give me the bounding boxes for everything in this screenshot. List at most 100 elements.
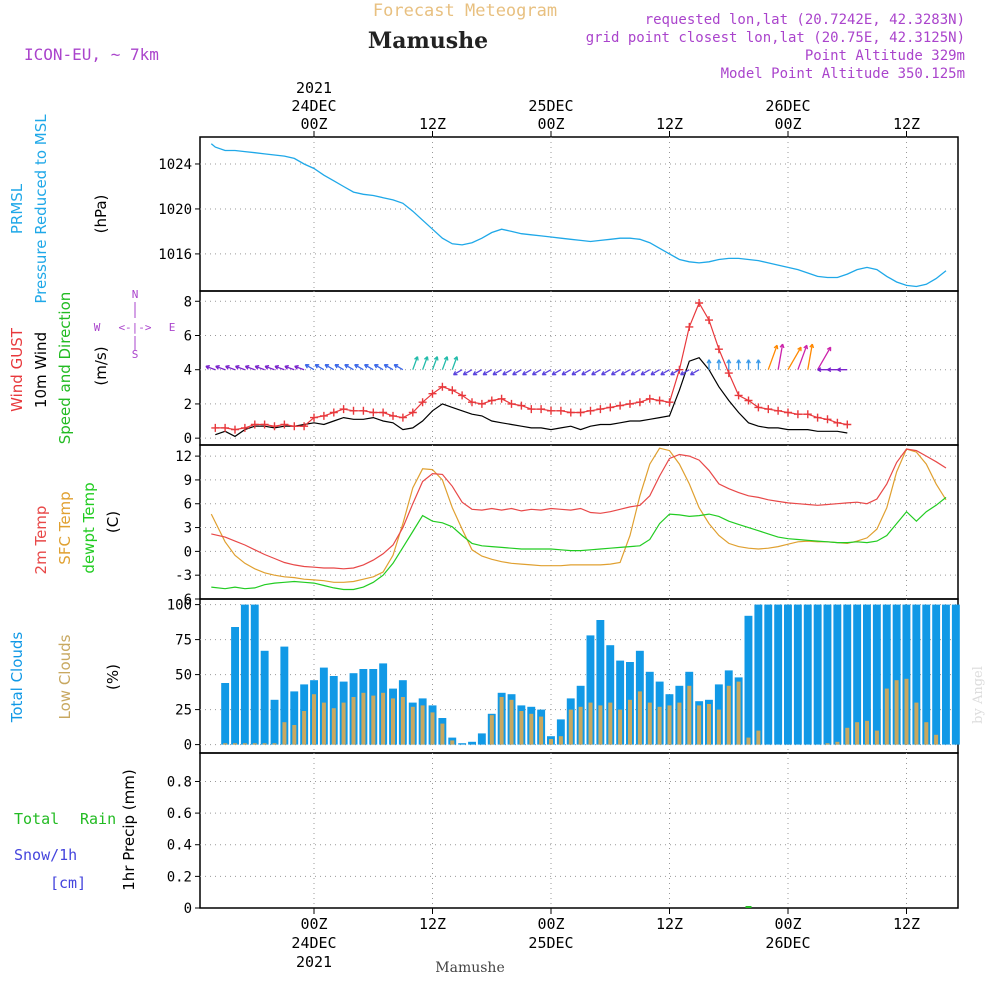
wind-arrow-head	[716, 359, 722, 364]
gust-cross-marker	[556, 406, 565, 415]
gust-cross-marker	[507, 399, 516, 408]
wind-arrow-head	[601, 370, 606, 376]
gust-cross-marker	[724, 369, 733, 378]
wind-direction-arrow	[274, 365, 285, 371]
bottom-time-label: 12Z	[419, 915, 446, 933]
total-cloud-bar	[784, 604, 792, 745]
temp-2m-line	[211, 448, 947, 570]
wind-direction-arrow	[767, 345, 778, 370]
gust-cross-marker	[260, 420, 269, 429]
gust-cross-marker	[379, 408, 388, 417]
snow-label: Snow/1h	[14, 846, 77, 864]
wind-arrow-head	[706, 359, 712, 364]
wind-arrow-head	[650, 370, 656, 376]
gust-cross-marker	[240, 423, 249, 432]
wind-arrow-head	[215, 365, 220, 370]
low-cloud-bar	[874, 730, 879, 745]
low-cloud-bar	[588, 702, 593, 745]
total-cloud-bar	[606, 645, 615, 745]
low-cloud-bar	[252, 743, 257, 745]
rain-label: Rain	[80, 810, 116, 828]
wind-arrow-head	[304, 364, 310, 369]
ytick-label: 2	[184, 397, 192, 413]
ytick-label: 75	[175, 633, 192, 649]
low-cloud-bar	[934, 734, 939, 745]
wind-direction-arrow	[225, 365, 236, 371]
wind-arrow-head	[726, 359, 732, 364]
wind-arrow-head	[746, 359, 751, 364]
pressure-label-2: Pressure Reduced to MSL	[32, 114, 50, 304]
low-cloud-bar	[677, 702, 682, 745]
gust-cross-marker	[655, 396, 664, 405]
wind-arrow-head	[364, 364, 369, 369]
wind-arrow-head	[591, 370, 596, 376]
low-cloud-bar	[272, 743, 277, 745]
low-cloud-bar	[282, 722, 287, 745]
grid-point: grid point closest lon,lat (20.75E, 42.3…	[586, 30, 965, 46]
wind-arrow-head	[393, 364, 399, 369]
wind-direction-arrow	[344, 364, 354, 371]
gust-cross-marker	[635, 398, 644, 407]
low-cloud-bar	[529, 713, 534, 745]
bottom-time-label: 00Z	[774, 915, 801, 933]
total-cloud-bar	[616, 660, 625, 745]
ytick-label: 6	[184, 497, 192, 513]
wind-arrow-head	[324, 364, 330, 369]
low-cloud-bar	[381, 692, 386, 745]
wind-direction-arrow	[482, 369, 493, 376]
bottom-time-label: 00Z	[300, 915, 327, 933]
wind-arrow-head	[670, 370, 675, 376]
low-cloud-bar	[657, 706, 662, 745]
pressure-units: (hPa)	[92, 195, 110, 234]
gust-cross-marker	[428, 389, 437, 398]
total-cloud-bar	[240, 604, 249, 745]
wind-arrow-head	[620, 370, 626, 376]
temperature-labels: 2m Temp SFC Temp dewpt Temp (C)	[32, 482, 122, 574]
total-cloud-bar	[793, 604, 802, 745]
low-cloud-bar	[647, 702, 652, 745]
wind-direction-arrow	[441, 356, 448, 370]
temp-dewpt-label: dewpt Temp	[80, 482, 98, 573]
gust-cross-marker	[833, 418, 842, 427]
top-time-label: 00Z	[300, 115, 327, 133]
total-cloud-bar	[882, 604, 891, 745]
low-cloud-bar	[618, 709, 623, 745]
wind-direction-arrow	[314, 364, 325, 371]
gust-cross-marker	[477, 399, 486, 408]
low-clouds-label: Low Clouds	[56, 634, 74, 719]
wind-arrow-head	[581, 370, 586, 376]
wind-labels: Wind GUST 10m Wind Speed and Direction (…	[8, 288, 175, 444]
low-cloud-bar	[736, 681, 741, 745]
wind-arrow-head	[235, 365, 240, 370]
wind-arrow-head	[836, 367, 842, 373]
gust-cross-marker	[398, 413, 407, 422]
wind-direction-arrow	[431, 356, 438, 370]
compass-s: S	[132, 348, 139, 361]
ytick-label: 8	[184, 294, 192, 310]
wind-arrow-head	[571, 370, 577, 376]
top-date-label: 26DEC	[765, 97, 810, 115]
low-cloud-bar	[687, 685, 692, 745]
ytick-label: 6	[184, 328, 192, 344]
wind-direction-arrow	[611, 369, 621, 376]
axes: 00Z24DEC202100Z24DEC202112Z12Z00Z25DEC00…	[158, 79, 920, 971]
gust-cross-marker	[714, 345, 723, 354]
wind-direction-arrow	[215, 365, 226, 371]
wind-direction-arrow	[591, 369, 601, 376]
model-altitude: Model Point Altitude 350.125m	[721, 66, 965, 82]
wind-arrow-head	[522, 370, 527, 376]
wind-direction-arrow	[551, 369, 562, 376]
total-cloud-bar	[813, 604, 822, 745]
wind-arrow-head	[274, 365, 279, 370]
wind-direction-arrow	[235, 365, 246, 371]
wind-direction-arrow	[245, 365, 255, 371]
wind-arrow-head	[779, 343, 785, 349]
wind-arrow-head	[660, 370, 665, 376]
low-cloud-bar	[894, 680, 899, 745]
low-cloud-bar	[341, 702, 346, 745]
top-time-label: 12Z	[656, 115, 683, 133]
wind-direction-arrow	[294, 365, 305, 371]
compass-w: W	[94, 321, 101, 334]
total-cloud-bar	[902, 604, 911, 745]
total-cloud-bar	[853, 604, 862, 745]
